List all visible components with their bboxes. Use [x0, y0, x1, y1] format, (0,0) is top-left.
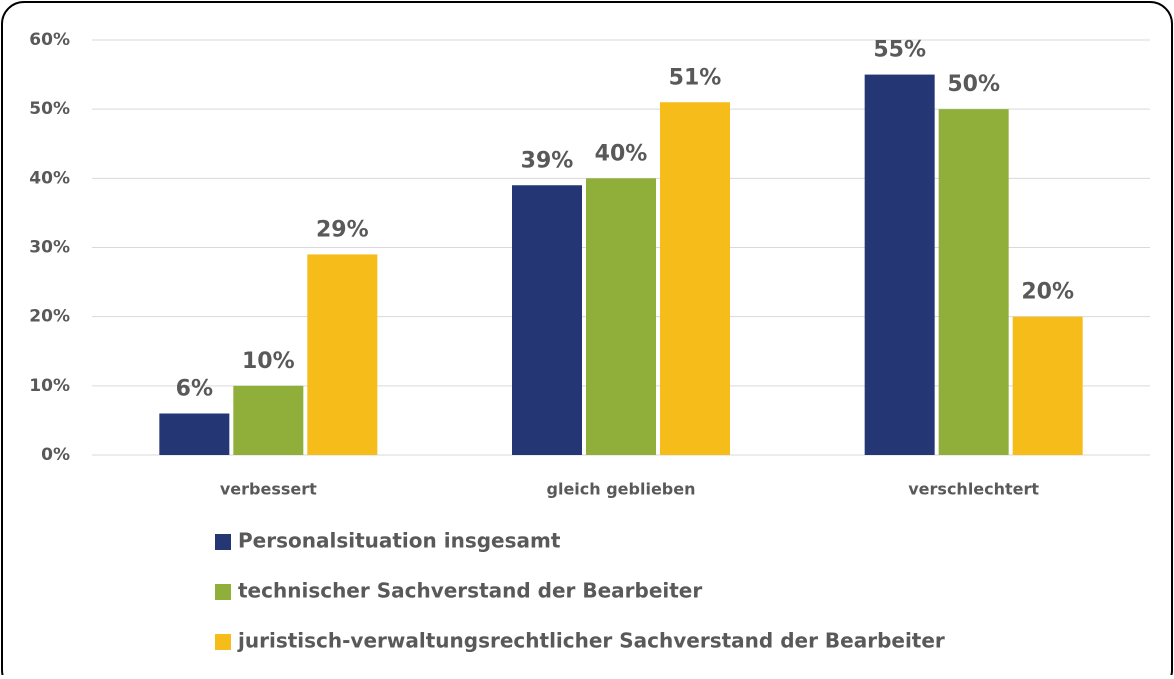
data-label: 10%	[242, 349, 295, 374]
data-label: 40%	[595, 141, 648, 166]
y-tick-label: 30%	[29, 238, 70, 258]
legend-swatch	[215, 634, 231, 650]
legend-swatch	[215, 584, 231, 600]
data-label: 51%	[669, 65, 722, 90]
x-tick-label: verbessert	[220, 480, 317, 499]
y-tick-label: 20%	[29, 307, 70, 327]
data-label: 6%	[176, 377, 213, 402]
y-tick-label: 10%	[29, 376, 70, 396]
legend-label: technischer Sachverstand der Bearbeiter	[238, 579, 702, 603]
x-tick-label: gleich geblieben	[547, 480, 696, 499]
y-tick-label: 60%	[29, 30, 70, 50]
bar	[586, 178, 656, 456]
bar	[1012, 316, 1083, 455]
bar	[660, 102, 730, 455]
legend-swatch	[215, 534, 231, 550]
data-label: 50%	[947, 72, 1000, 97]
x-tick-label: verschlechtert	[908, 480, 1039, 499]
bar	[864, 74, 935, 455]
data-label: 29%	[316, 217, 369, 242]
data-label: 39%	[521, 148, 574, 173]
bar	[512, 185, 582, 455]
data-label: 20%	[1021, 280, 1074, 305]
bar	[938, 109, 1009, 456]
bar	[159, 413, 230, 455]
legend-label: Personalsituation insgesamt	[238, 529, 561, 553]
bar	[233, 385, 304, 455]
bar	[307, 254, 378, 455]
y-tick-label: 40%	[29, 168, 70, 188]
y-tick-label: 50%	[29, 99, 70, 119]
legend-label: juristisch-verwaltungsrechtlicher Sachve…	[237, 629, 945, 653]
y-tick-label: 0%	[41, 445, 70, 465]
data-label: 55%	[873, 38, 926, 63]
